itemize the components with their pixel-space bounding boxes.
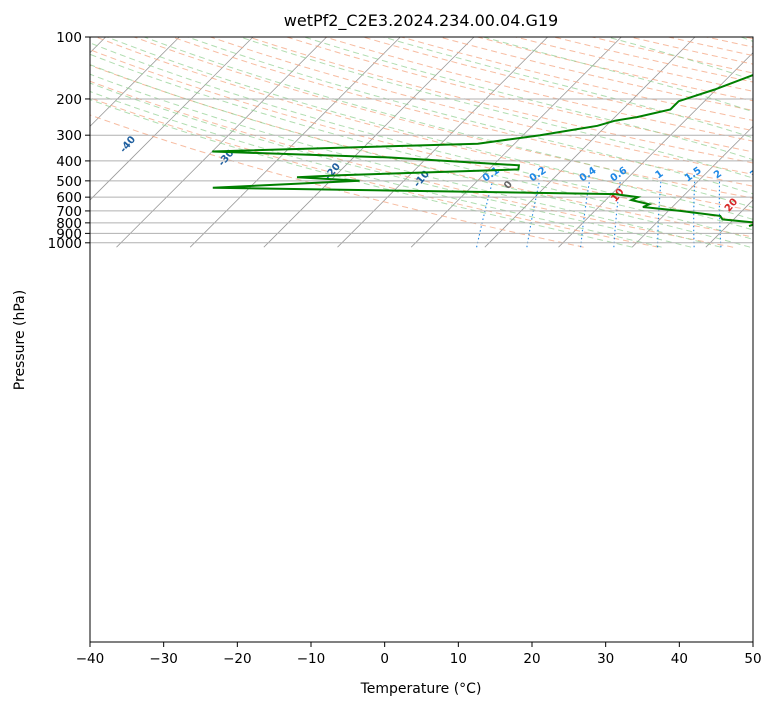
x-tick-label: −30 <box>149 651 178 667</box>
x-tick-label: −10 <box>297 651 326 667</box>
y-tick-label: 900 <box>56 226 82 242</box>
moist-adiabat-line <box>740 37 753 42</box>
y-tick-label: 500 <box>56 174 82 190</box>
moist-adiabat-line <box>144 37 753 209</box>
isotherm-line <box>558 52 753 248</box>
dry-adiabat-line <box>591 37 753 74</box>
dry-adiabat-line <box>172 37 753 187</box>
isotherm-line <box>90 37 180 127</box>
x-axis-label: Temperature (°C) <box>360 681 482 697</box>
dry-adiabat-line <box>90 80 734 248</box>
dry-adiabat-line <box>90 49 753 225</box>
mixing-ratio-line <box>526 180 541 248</box>
mixing-ratio-label: 0.4 <box>578 165 599 184</box>
pressure-grid <box>90 37 753 244</box>
dewpoint-profile-line <box>212 73 753 228</box>
y-tick-label: 600 <box>56 190 82 206</box>
x-tick-label: 0 <box>380 651 389 667</box>
x-tick-label: −20 <box>223 651 252 667</box>
mixing-ratio-line <box>693 180 696 248</box>
mixing-ratio-line <box>613 180 621 248</box>
mixing-ratio-lines <box>476 180 760 248</box>
dry-adiabat-line <box>95 37 753 212</box>
moist-adiabat-line <box>90 42 753 231</box>
x-axis: −40 −30 −20 −10 0 10 20 30 40 50 <box>76 642 762 667</box>
moist-adiabat-lines <box>90 37 753 248</box>
mixing-ratio-label: 0.6 <box>609 165 630 184</box>
mixing-ratio-label: 2 <box>712 168 724 181</box>
moist-adiabat-line <box>90 99 633 248</box>
mixing-ratio-line <box>657 180 662 248</box>
plot-area: -100-90-80-70-60-50-40-30-20-10010203040… <box>0 37 760 248</box>
dry-adiabat-lines <box>90 37 753 248</box>
isotherm-lines <box>0 37 753 248</box>
isotherm-line <box>0 37 32 247</box>
y-tick-label: 400 <box>56 154 82 170</box>
dry-adiabat-line <box>90 97 659 248</box>
isotherm-line <box>631 125 753 248</box>
mixing-ratio-line <box>718 180 722 248</box>
y-axis-label: Pressure (hPa) <box>12 290 28 390</box>
plot-frame <box>89 36 754 643</box>
x-tick-label: 30 <box>597 651 614 667</box>
chart-title: wetPf2_C2E3.2024.234.00.04.G19 <box>284 11 558 31</box>
moist-adiabat-line <box>383 37 753 139</box>
mixing-ratio-label: 1 <box>654 168 666 181</box>
x-tick-label: 50 <box>744 651 761 667</box>
moist-adiabat-line <box>90 82 692 248</box>
y-tick-label: 1000 <box>48 236 82 252</box>
dry-adiabat-label: -40 <box>118 134 138 155</box>
mixing-ratio-label: 0.1 <box>481 165 502 184</box>
isotherm-line <box>337 37 548 248</box>
moist-adiabat-line <box>304 37 753 161</box>
moist-adiabat-line <box>187 37 753 195</box>
dry-adiabat-line <box>668 37 753 57</box>
x-tick-label: −40 <box>76 651 105 667</box>
x-tick-label: 40 <box>671 651 688 667</box>
mixing-ratio-line <box>756 181 760 247</box>
moist-adiabat-line <box>607 37 753 81</box>
isotherm-line <box>90 37 254 201</box>
moist-adiabat-line <box>107 37 753 220</box>
dry-adiabat-label: -50 <box>25 120 45 141</box>
mixing-ratio-label: 3 <box>748 168 760 181</box>
isotherm-line <box>705 199 753 248</box>
dry-adiabat-line <box>744 37 753 40</box>
y-tick-label: 700 <box>56 204 82 220</box>
moist-adiabat-line <box>90 73 721 248</box>
x-tick-label: 10 <box>450 651 467 667</box>
isotherm-line <box>410 37 622 248</box>
isotherm-line <box>189 37 401 248</box>
mixing-ratio-line <box>580 180 591 248</box>
mixing-ratio-label: 0.2 <box>528 165 549 184</box>
isotherm-line <box>116 37 327 248</box>
dry-adiabat-line <box>362 37 753 132</box>
dry-adiabat-line <box>134 37 753 199</box>
dry-adiabat-line <box>210 37 753 175</box>
sounding-series <box>212 73 753 228</box>
dry-adiabat-line <box>90 114 584 248</box>
isotherm-line <box>263 37 475 248</box>
y-tick-label: 300 <box>56 128 82 144</box>
y-tick-label: 800 <box>56 216 82 232</box>
isotherm-line <box>484 37 696 248</box>
mixing-ratio-label: 1.5 <box>683 165 704 184</box>
y-tick-label: 200 <box>56 92 82 108</box>
y-tick-label: 100 <box>56 30 82 46</box>
mixing-ratio-line <box>476 180 494 248</box>
moist-adiabat-line <box>90 90 662 248</box>
x-tick-label: 20 <box>523 651 540 667</box>
